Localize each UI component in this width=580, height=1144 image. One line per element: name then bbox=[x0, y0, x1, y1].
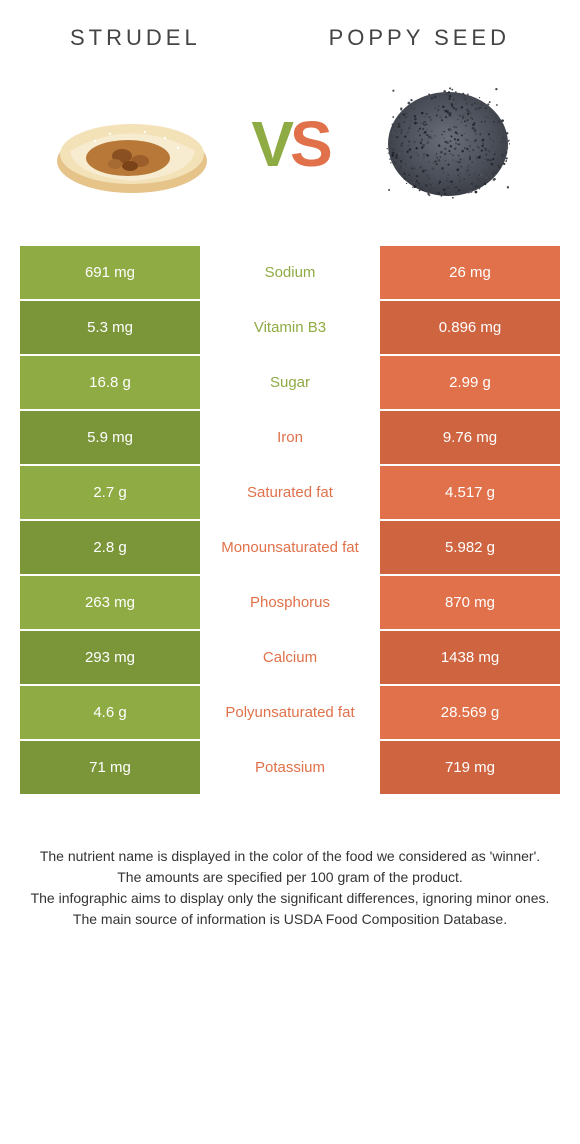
table-row: 2.7 gSaturated fat4.517 g bbox=[20, 466, 560, 521]
table-row: 71 mgPotassium719 mg bbox=[20, 741, 560, 796]
left-value: 5.3 mg bbox=[20, 301, 200, 356]
footer-line-3: The infographic aims to display only the… bbox=[30, 888, 550, 909]
footer-line-1: The nutrient name is displayed in the co… bbox=[30, 846, 550, 867]
right-value: 26 mg bbox=[380, 246, 560, 301]
nutrient-name: Polyunsaturated fat bbox=[200, 686, 380, 741]
left-value: 691 mg bbox=[20, 246, 200, 301]
nutrient-name: Saturated fat bbox=[200, 466, 380, 521]
table-row: 5.9 mgIron9.76 mg bbox=[20, 411, 560, 466]
nutrient-name: Vitamin B3 bbox=[200, 301, 380, 356]
left-food-title: STRUDEL bbox=[70, 25, 201, 51]
table-row: 16.8 gSugar2.99 g bbox=[20, 356, 560, 411]
left-value: 2.7 g bbox=[20, 466, 200, 521]
right-value: 870 mg bbox=[380, 576, 560, 631]
nutrient-name: Monounsaturated fat bbox=[200, 521, 380, 576]
left-value: 263 mg bbox=[20, 576, 200, 631]
left-value: 293 mg bbox=[20, 631, 200, 686]
right-value: 2.99 g bbox=[380, 356, 560, 411]
nutrient-name: Phosphorus bbox=[200, 576, 380, 631]
nutrient-name: Potassium bbox=[200, 741, 380, 796]
vs-v: V bbox=[251, 108, 290, 180]
right-value: 28.569 g bbox=[380, 686, 560, 741]
nutrient-name: Sodium bbox=[200, 246, 380, 301]
table-row: 691 mgSodium26 mg bbox=[20, 246, 560, 301]
right-value: 5.982 g bbox=[380, 521, 560, 576]
right-value: 0.896 mg bbox=[380, 301, 560, 356]
left-value: 2.8 g bbox=[20, 521, 200, 576]
strudel-image bbox=[50, 76, 215, 211]
table-row: 4.6 gPolyunsaturated fat28.569 g bbox=[20, 686, 560, 741]
table-row: 5.3 mgVitamin B30.896 mg bbox=[20, 301, 560, 356]
footer-line-4: The main source of information is USDA F… bbox=[30, 909, 550, 930]
table-row: 263 mgPhosphorus870 mg bbox=[20, 576, 560, 631]
table-row: 293 mgCalcium1438 mg bbox=[20, 631, 560, 686]
nutrient-name: Calcium bbox=[200, 631, 380, 686]
vs-label: VS bbox=[251, 107, 328, 181]
table-row: 2.8 gMonounsaturated fat5.982 g bbox=[20, 521, 560, 576]
nutrient-name: Sugar bbox=[200, 356, 380, 411]
left-value: 5.9 mg bbox=[20, 411, 200, 466]
footer-notes: The nutrient name is displayed in the co… bbox=[20, 846, 560, 930]
left-value: 16.8 g bbox=[20, 356, 200, 411]
left-value: 71 mg bbox=[20, 741, 200, 796]
vs-s: S bbox=[290, 108, 329, 180]
comparison-table: 691 mgSodium26 mg5.3 mgVitamin B30.896 m… bbox=[20, 246, 560, 796]
footer-line-2: The amounts are specified per 100 gram o… bbox=[30, 867, 550, 888]
left-value: 4.6 g bbox=[20, 686, 200, 741]
right-value: 1438 mg bbox=[380, 631, 560, 686]
right-food-title: POPPY SEED bbox=[329, 25, 510, 51]
right-value: 4.517 g bbox=[380, 466, 560, 521]
title-row: STRUDEL POPPY SEED bbox=[20, 25, 560, 51]
right-value: 719 mg bbox=[380, 741, 560, 796]
nutrient-name: Iron bbox=[200, 411, 380, 466]
poppy-seed-image bbox=[365, 76, 530, 211]
right-value: 9.76 mg bbox=[380, 411, 560, 466]
hero-row: VS bbox=[20, 76, 560, 211]
